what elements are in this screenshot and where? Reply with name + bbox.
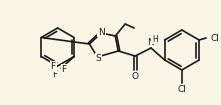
Text: F: F bbox=[53, 70, 58, 79]
Text: F: F bbox=[51, 62, 56, 71]
Text: Cl: Cl bbox=[177, 85, 186, 93]
Text: F: F bbox=[61, 65, 67, 74]
Text: N: N bbox=[98, 28, 105, 37]
Text: S: S bbox=[95, 54, 101, 62]
Text: O: O bbox=[132, 72, 139, 81]
Text: N: N bbox=[147, 37, 153, 47]
Text: Cl: Cl bbox=[210, 33, 219, 43]
Text: H: H bbox=[152, 35, 158, 43]
